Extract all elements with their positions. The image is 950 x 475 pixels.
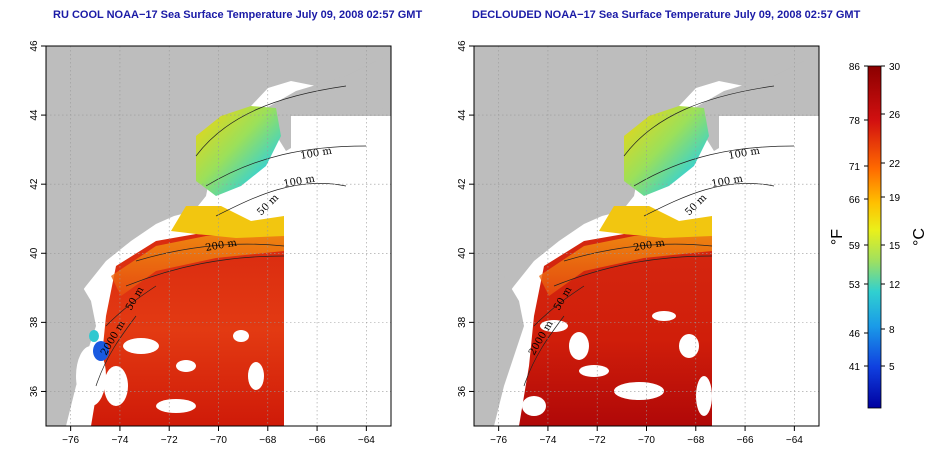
cloud-patch xyxy=(233,330,249,342)
bathymetry-contour xyxy=(195,85,347,157)
y-tick-label: 42 xyxy=(29,178,40,190)
no-data-east xyxy=(712,236,819,426)
x-tick-label: −74 xyxy=(111,435,128,446)
cloud-patch xyxy=(104,366,128,406)
no-data-offshore xyxy=(291,116,391,236)
x-tick-label: −74 xyxy=(539,435,556,446)
no-data-offshore xyxy=(719,116,819,236)
y-tick-label: 38 xyxy=(457,316,468,328)
cloud-gap xyxy=(569,332,589,360)
bathymetry-contour xyxy=(553,255,713,287)
y-tick-label: 40 xyxy=(457,247,468,259)
cloud-patch xyxy=(176,360,196,372)
x-tick-label: −72 xyxy=(589,435,606,446)
bathymetry-contour xyxy=(105,285,157,327)
colorbar-c-label: 22 xyxy=(889,159,901,170)
colorbar-c-label: 5 xyxy=(889,362,895,373)
sst-cool-spot xyxy=(89,330,99,342)
y-tick-label: 36 xyxy=(457,385,468,397)
x-tick-label: −68 xyxy=(687,435,704,446)
cloud-patch xyxy=(123,338,159,354)
y-tick-label: 44 xyxy=(29,109,40,121)
bathymetry-contour xyxy=(533,285,585,327)
y-tick-label: 46 xyxy=(457,40,468,52)
y-tick-label: 36 xyxy=(29,385,40,397)
cloud-patch xyxy=(248,362,264,390)
no-data-east xyxy=(284,236,391,426)
bathymetry-contour xyxy=(95,315,137,387)
colorbar-c-label: 26 xyxy=(889,110,901,121)
bathymetry-contour xyxy=(205,145,367,187)
y-tick-label: 44 xyxy=(457,109,468,121)
x-tick-label: −70 xyxy=(638,435,655,446)
colorbar xyxy=(867,65,882,409)
sst-shelf-yellow xyxy=(171,206,284,238)
colorbar-c-label: 8 xyxy=(889,325,895,336)
cloud-gap xyxy=(679,334,699,358)
bathymetry-contour xyxy=(125,255,285,287)
x-tick-label: −76 xyxy=(490,435,507,446)
land-coast xyxy=(46,276,96,426)
x-tick-label: −76 xyxy=(62,435,79,446)
x-tick-label: −64 xyxy=(358,435,375,446)
bathymetry-contour xyxy=(563,243,713,262)
sst-gulf-of-maine xyxy=(624,106,709,196)
sst-shelf-band xyxy=(111,234,284,296)
bathymetry-contour xyxy=(633,145,795,187)
cloud-gap xyxy=(696,376,712,416)
land-north xyxy=(46,46,391,376)
bathymetry-contour xyxy=(643,183,775,217)
land-coast xyxy=(474,276,524,426)
cloud-gap xyxy=(579,365,609,377)
cloud-gap xyxy=(614,382,664,400)
colorbar-f-label: 71 xyxy=(849,162,861,173)
sst-shelf-band xyxy=(539,234,712,296)
x-tick-label: −64 xyxy=(786,435,803,446)
x-tick-label: −66 xyxy=(737,435,754,446)
cloud-gap xyxy=(540,320,568,332)
bathymetry-contour xyxy=(135,243,285,262)
colorbar-fahrenheit-unit: °F xyxy=(829,229,846,245)
colorbar-f-label: 41 xyxy=(849,362,861,373)
colorbar-f-label: 86 xyxy=(849,62,861,73)
cloud-gap xyxy=(652,311,676,321)
bathymetry-contour xyxy=(215,183,347,217)
sst-shelf-yellow xyxy=(599,206,712,238)
colorbar-c-label: 12 xyxy=(889,280,901,291)
colorbar-c-label: 19 xyxy=(889,193,901,204)
map-title-right: DECLOUDED NOAA−17 Sea Surface Temperatur… xyxy=(472,9,861,21)
bathymetry-contour xyxy=(623,85,775,157)
sst-gulf-of-maine xyxy=(196,106,281,196)
x-tick-label: −70 xyxy=(210,435,227,446)
y-tick-label: 40 xyxy=(29,247,40,259)
cloud-gap xyxy=(522,396,546,416)
y-tick-label: 42 xyxy=(457,178,468,190)
x-tick-label: −68 xyxy=(259,435,276,446)
colorbar-f-label: 66 xyxy=(849,195,861,206)
bathymetry-contour xyxy=(523,315,565,387)
cloud-patch xyxy=(76,346,106,406)
sst-cool-spot xyxy=(93,341,109,361)
cloud-patch xyxy=(156,399,196,413)
x-tick-label: −66 xyxy=(309,435,326,446)
colorbar-c-label: 30 xyxy=(889,62,901,73)
colorbar-f-label: 78 xyxy=(849,116,861,127)
colorbar-f-label: 59 xyxy=(849,241,861,252)
colorbar-c-label: 15 xyxy=(889,241,901,252)
x-tick-label: −72 xyxy=(161,435,178,446)
colorbar-celsius-unit: °C xyxy=(911,228,928,246)
colorbar-f-label: 46 xyxy=(849,329,861,340)
colorbar-f-label: 53 xyxy=(849,280,861,291)
y-tick-label: 38 xyxy=(29,316,40,328)
land-north xyxy=(474,46,819,376)
map-title-left: RU COOL NOAA−17 Sea Surface Temperature … xyxy=(53,9,423,21)
y-tick-label: 46 xyxy=(29,40,40,52)
